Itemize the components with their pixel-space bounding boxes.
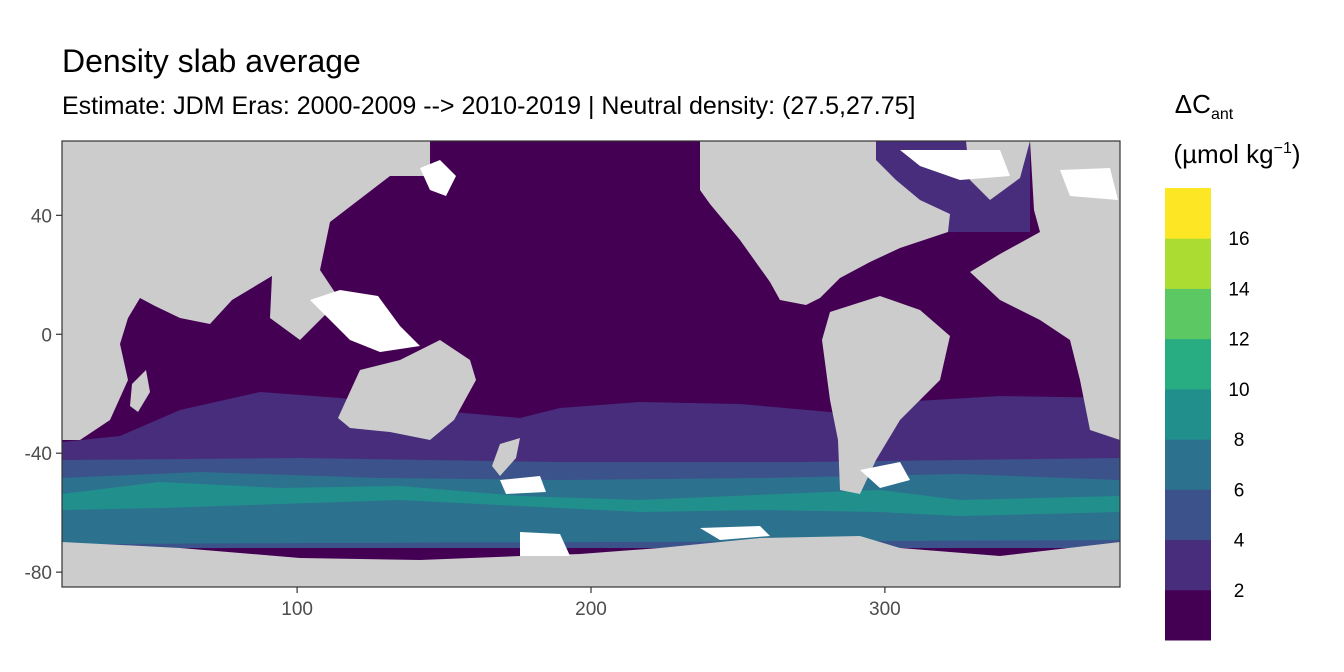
legend-color-segment — [1165, 539, 1211, 591]
land-antarctica — [62, 536, 1120, 587]
legend-title-line2: (µmol kg−1) — [1173, 139, 1300, 169]
legend-tick-label: 6 — [1234, 480, 1245, 501]
legend-colorbar — [1165, 188, 1211, 641]
legend-title-line1: ΔCant — [1175, 89, 1234, 123]
land-north-america — [700, 141, 950, 305]
band-6-8-lower — [62, 512, 1120, 544]
legend-tick-label: 8 — [1234, 430, 1245, 451]
x-tick-label: 200 — [575, 599, 607, 620]
land-eurasia-africa-west — [62, 141, 430, 440]
no-data-regions — [310, 150, 1118, 556]
x-tick-label: 300 — [869, 599, 901, 620]
legend-color-segment — [1165, 388, 1211, 440]
band-8-10 — [62, 482, 1120, 516]
land-masses — [62, 141, 1120, 587]
legend-color-segment — [1165, 489, 1211, 541]
chart-subtitle: Estimate: JDM Eras: 2000-2009 --> 2010-2… — [62, 92, 916, 120]
map-layer — [62, 141, 1120, 587]
x-tick-label: 100 — [281, 599, 313, 620]
y-tick-label: 0 — [41, 325, 52, 346]
land-new-zealand — [492, 438, 520, 476]
legend-color-segment — [1165, 188, 1211, 239]
legend-tick-label: 2 — [1234, 581, 1245, 602]
land-australia — [338, 340, 476, 440]
chart-title: Density slab average — [62, 43, 361, 79]
legend-labels: 2 4 6 8 10 12 14 16 — [1228, 229, 1250, 602]
y-tick-label: -40 — [25, 444, 52, 465]
legend-color-segment — [1165, 338, 1211, 390]
legend-tick-label: 4 — [1234, 531, 1245, 552]
y-tick-label: -80 — [25, 563, 52, 584]
legend-tick-label: 12 — [1228, 330, 1249, 351]
y-tick-label: 40 — [31, 206, 52, 227]
legend-color-segment — [1165, 288, 1211, 340]
legend-tick-label: 14 — [1228, 279, 1250, 300]
land-madagascar — [130, 370, 150, 412]
legend: ΔCant (µmol kg−1) 2 4 6 8 10 12 14 16 — [1165, 89, 1301, 641]
legend-tick-label: 16 — [1228, 229, 1249, 250]
legend-tick-label: 10 — [1228, 380, 1249, 401]
legend-color-segment — [1165, 238, 1211, 289]
land-south-america — [822, 296, 950, 494]
legend-color-segment — [1165, 589, 1211, 641]
legend-color-segment — [1165, 439, 1211, 490]
land-europe-africa-east — [970, 141, 1120, 440]
